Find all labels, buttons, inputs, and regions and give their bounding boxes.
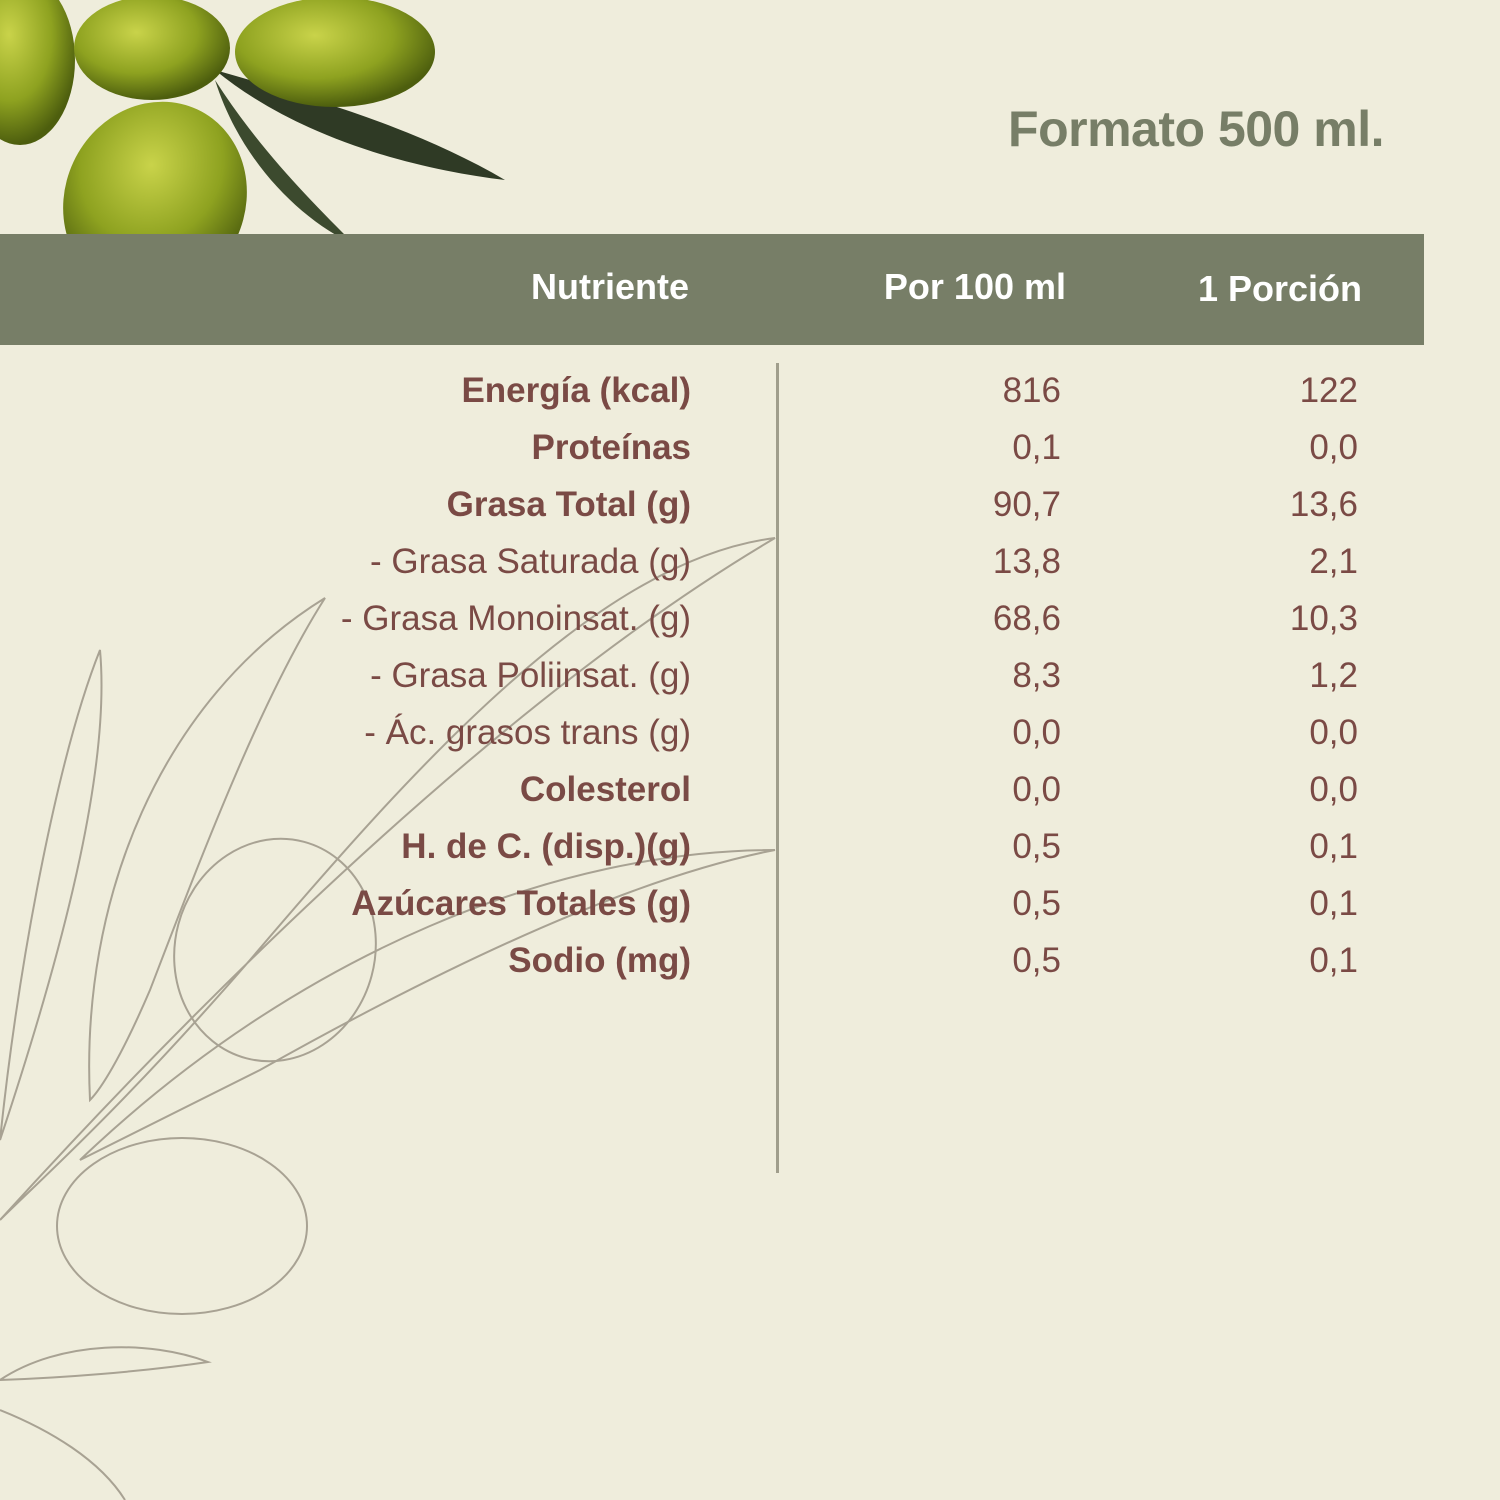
portion-value: 0,1 xyxy=(1309,827,1358,866)
portion-value: 122 xyxy=(1299,371,1358,410)
table-row: - Ác. grasos trans (g) 0,0 0,0 xyxy=(0,713,1500,770)
per-100ml-value: 0,5 xyxy=(1012,941,1061,980)
nutrient-label: Azúcares Totales (g) xyxy=(351,884,691,923)
portion-value: 0,0 xyxy=(1309,428,1358,467)
nutrient-label: Energía (kcal) xyxy=(461,371,691,410)
portion-value: 0,1 xyxy=(1309,884,1358,923)
format-title: Formato 500 ml. xyxy=(1008,101,1384,157)
column-divider xyxy=(776,363,779,1173)
table-row: - Grasa Monoinsat. (g) 68,6 10,3 xyxy=(0,599,1500,656)
per-100ml-value: 8,3 xyxy=(1012,656,1061,695)
nutrient-label: - Grasa Saturada (g) xyxy=(370,542,691,581)
header-portion: 1 Porción xyxy=(1197,268,1362,309)
nutrient-label: Grasa Total (g) xyxy=(446,485,691,524)
per-100ml-value: 0,0 xyxy=(1012,770,1061,809)
portion-value: 10,3 xyxy=(1289,599,1358,638)
per-100ml-value: 68,6 xyxy=(992,599,1061,638)
table-row: - Grasa Saturada (g) 13,8 2,1 xyxy=(0,542,1500,599)
table-row: Sodio (mg) 0,5 0,1 xyxy=(0,941,1500,998)
per-100ml-value: 0,1 xyxy=(1012,428,1061,467)
per-100ml-value: 0,5 xyxy=(1012,827,1061,866)
portion-value: 0,0 xyxy=(1309,713,1358,752)
nutrient-label: - Grasa Monoinsat. (g) xyxy=(340,599,691,638)
portion-value: 2,1 xyxy=(1309,542,1358,581)
table-row: - Grasa Poliinsat. (g) 8,3 1,2 xyxy=(0,656,1500,713)
table-row: Azúcares Totales (g) 0,5 0,1 xyxy=(0,884,1500,941)
portion-value: 1,2 xyxy=(1309,656,1358,695)
table-row: H. de C. (disp.)(g) 0,5 0,1 xyxy=(0,827,1500,884)
portion-value: 13,6 xyxy=(1289,485,1358,524)
nutrient-label: Colesterol xyxy=(519,770,691,809)
portion-value: 0,0 xyxy=(1309,770,1358,809)
nutrient-label: Sodio (mg) xyxy=(508,941,691,980)
per-100ml-value: 0,5 xyxy=(1012,884,1061,923)
table-row: Grasa Total (g) 90,7 13,6 xyxy=(0,485,1500,542)
table-row: Energía (kcal) 816 122 xyxy=(0,371,1500,428)
per-100ml-value: 0,0 xyxy=(1012,713,1061,752)
nutrient-label: - Ác. grasos trans (g) xyxy=(364,713,691,752)
header-nutrient: Nutriente xyxy=(530,266,689,307)
table-row: Colesterol 0,0 0,0 xyxy=(0,770,1500,827)
header-per-100ml: Por 100 ml xyxy=(883,266,1066,307)
per-100ml-value: 816 xyxy=(1002,371,1061,410)
per-100ml-value: 90,7 xyxy=(992,485,1061,524)
table-row: Proteínas 0,1 0,0 xyxy=(0,428,1500,485)
nutrient-label: H. de C. (disp.)(g) xyxy=(401,827,691,866)
nutrient-label: Proteínas xyxy=(531,428,692,467)
table-header: Nutriente Por 100 ml 1 Porción xyxy=(0,234,1424,345)
nutrient-label: - Grasa Poliinsat. (g) xyxy=(370,656,691,695)
portion-value: 0,1 xyxy=(1309,941,1358,980)
per-100ml-value: 13,8 xyxy=(992,542,1061,581)
